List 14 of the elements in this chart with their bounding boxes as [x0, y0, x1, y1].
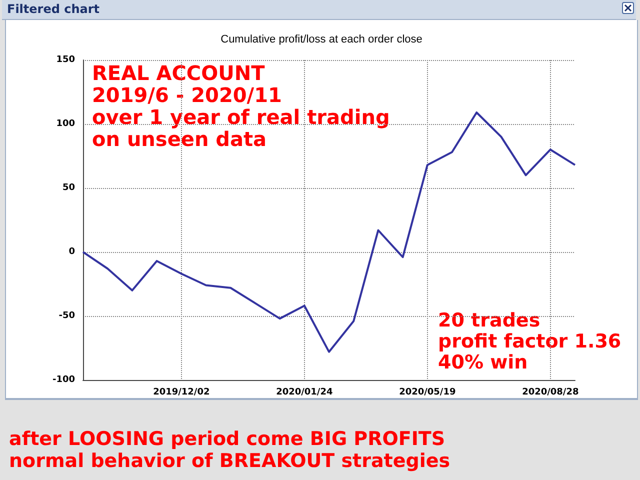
text: after LOOSING period come BIG PROFITS normal behavior of BREAKOUT strategies [9, 428, 450, 472]
y-tick-label: 100 [56, 119, 75, 129]
text: Filtered chart [7, 2, 100, 16]
y-tick-label: -50 [58, 311, 75, 321]
chart-title: Cumulative profit/loss at each order close [220, 34, 422, 46]
annotation: 20 trades profit factor 1.36 40% win [438, 310, 622, 374]
x-tick-label: 2020/05/19 [399, 388, 456, 398]
x-tick-label: 2019/12/02 [153, 388, 210, 398]
x-tick-label: 2020/01/24 [276, 388, 333, 398]
y-tick-label: 150 [56, 55, 75, 65]
x-tick-label: 2020/08/28 [522, 388, 579, 398]
y-tick-label: 0 [68, 247, 75, 257]
y-tick-label: 50 [62, 183, 75, 193]
y-tick-label: -100 [52, 375, 75, 385]
